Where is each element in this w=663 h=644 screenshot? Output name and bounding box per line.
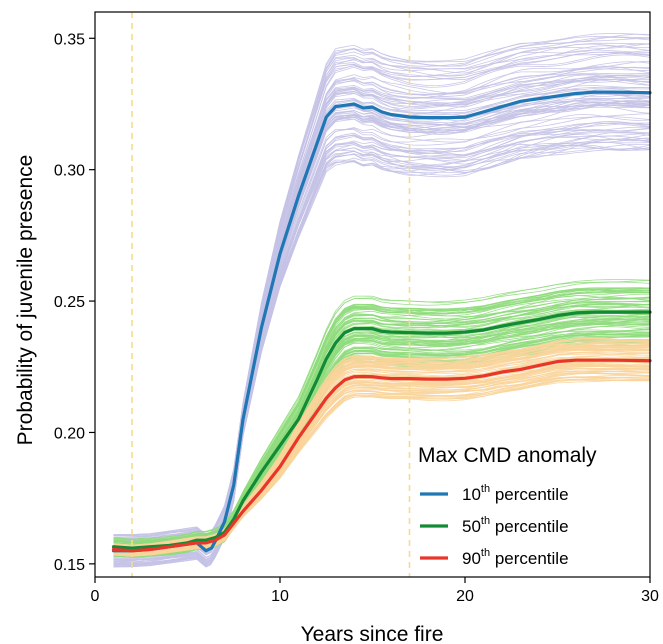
band-line [113, 132, 651, 564]
x-tick-label: 30 [641, 588, 659, 605]
legend-number: 50 [462, 517, 481, 536]
legend-rest: percentile [490, 549, 568, 568]
y-tick-label: 0.20 [54, 425, 85, 442]
axes: 0 10 20 30 0.15 0.20 0.25 0.30 0.35 [54, 11, 659, 605]
band-line [113, 280, 651, 540]
x-tick-label: 0 [91, 588, 100, 605]
series-line-50 [111, 310, 652, 550]
y-tick-label: 0.30 [54, 163, 85, 180]
band-line [113, 128, 651, 563]
band-line [113, 340, 651, 546]
band-line [113, 148, 651, 568]
band-line [113, 342, 651, 547]
y-tick-label: 0.15 [54, 557, 85, 574]
band-line [113, 289, 651, 543]
band-line [113, 122, 651, 561]
band-line [113, 292, 650, 544]
legend-sup: th [481, 547, 490, 559]
band-line [113, 364, 651, 553]
band-line [113, 35, 651, 536]
series-line-10 [111, 90, 652, 553]
band-line [113, 368, 651, 554]
series-line-90 [111, 358, 652, 553]
band-line [113, 296, 651, 546]
band-line [113, 289, 651, 543]
band-line [113, 100, 651, 556]
band-line [113, 66, 651, 545]
legend-number: 10 [462, 485, 481, 504]
series-lines [111, 90, 652, 553]
legend-sup: th [481, 483, 490, 495]
band-line [113, 116, 651, 559]
band-line [113, 289, 651, 543]
y-tick-label: 0.25 [54, 294, 85, 311]
band-line [113, 143, 651, 568]
band-10 [113, 33, 651, 568]
plot-frame [94, 11, 651, 578]
y-axis-title: Probability of juvenile presence [14, 155, 37, 446]
legend-rest: percentile [490, 517, 568, 536]
y-tick-label: 0.35 [54, 31, 85, 48]
band-line [113, 368, 651, 554]
legend-title: Max CMD anomaly [418, 444, 597, 467]
legend-sup: th [481, 515, 490, 527]
band-line [113, 287, 650, 542]
band-line [113, 289, 651, 543]
band-line [113, 100, 651, 555]
legend-label-50: 50th percentile [462, 515, 569, 536]
band-line [113, 279, 651, 540]
x-tick-label: 10 [271, 588, 289, 605]
legend-rest: percentile [490, 485, 568, 504]
x-axis-title: Years since fire [301, 623, 444, 644]
band-line [113, 114, 651, 559]
legend-label-10: 10th percentile [462, 483, 569, 504]
band-50 [113, 279, 651, 558]
legend-number: 90 [462, 549, 481, 568]
legend-label-90: 90th percentile [462, 547, 569, 568]
x-tick-label: 20 [456, 588, 474, 605]
band-90 [113, 337, 651, 557]
band-line [113, 132, 651, 563]
band-line [113, 138, 651, 566]
